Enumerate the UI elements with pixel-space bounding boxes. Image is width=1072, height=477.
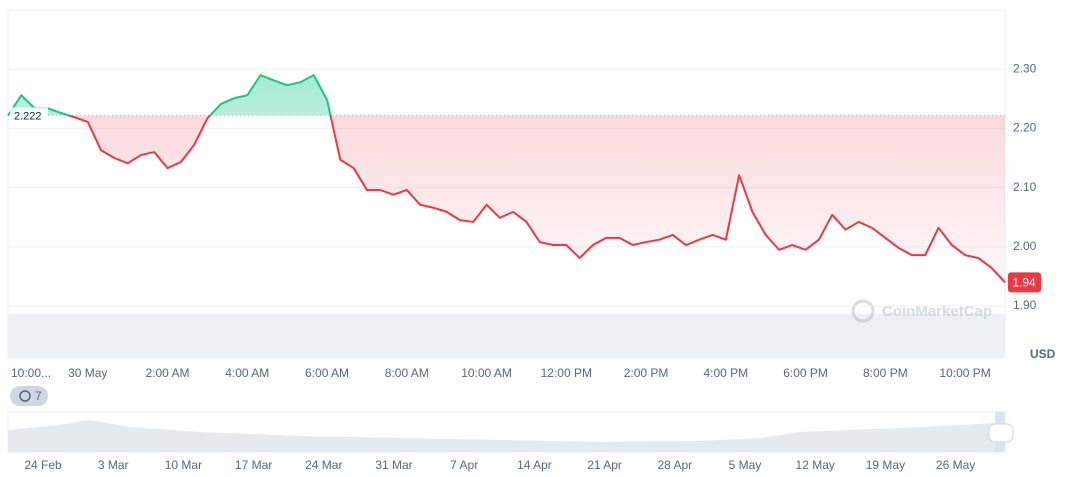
navigator-label: 21 Apr: [587, 458, 622, 472]
volume-bars: [8, 314, 1005, 358]
x-tick-label: 10:00 AM: [461, 366, 512, 380]
navigator-label: 7 Apr: [450, 458, 478, 472]
navigator-label: 17 Mar: [235, 458, 272, 472]
price-line: [7, 74, 1006, 284]
x-tick-label: 4:00 AM: [225, 366, 269, 380]
watermark-text: CoinMarketCap: [882, 303, 992, 320]
x-tick-label: 30 May: [68, 366, 107, 380]
badge-icon: [19, 390, 31, 402]
navigator-label: 26 May: [936, 458, 975, 472]
x-tick-label: 4:00 PM: [703, 366, 748, 380]
x-tick-label: 10:00...: [11, 366, 51, 380]
badge-bg[interactable]: [10, 386, 48, 406]
badge-text: 7: [35, 389, 42, 403]
y-tick-label: 1.90: [1013, 298, 1037, 312]
navigator-label: 14 Apr: [517, 458, 552, 472]
navigator-label: 5 May: [729, 458, 762, 472]
navigator-label: 28 Apr: [657, 458, 692, 472]
x-tick-label: 2:00 PM: [624, 366, 669, 380]
current-price-label: 1.94: [1012, 275, 1036, 289]
currency-label: USD: [1030, 347, 1056, 361]
y-tick-label: 2.30: [1013, 61, 1037, 75]
navigator-label: 24 Mar: [305, 458, 342, 472]
x-tick-label: 6:00 PM: [783, 366, 828, 380]
navigator-label: 10 Mar: [165, 458, 202, 472]
watermark: CoinMarketCap: [851, 299, 992, 323]
current-price-badge: [1008, 272, 1041, 293]
x-tick-label: 8:00 PM: [863, 366, 908, 380]
navigator-label: 24 Feb: [24, 458, 62, 472]
navigator-handle[interactable]: [988, 423, 1014, 443]
x-tick-label: 2:00 AM: [146, 366, 190, 380]
navigator-label: 31 Mar: [375, 458, 412, 472]
area: [8, 75, 1005, 283]
badge[interactable]: 7: [10, 386, 48, 406]
y-tick-label: 2.00: [1013, 239, 1037, 253]
x-tick-label: 12:00 PM: [541, 366, 592, 380]
x-tick-label: 8:00 AM: [385, 366, 429, 380]
navigator-label: 12 May: [796, 458, 835, 472]
navigator-area: [8, 420, 1005, 452]
navigator-label: 3 Mar: [98, 458, 129, 472]
x-tick-label: 6:00 AM: [305, 366, 349, 380]
x-tick-label: 10:00 PM: [939, 366, 990, 380]
baseline-label-bg: [10, 107, 48, 124]
y-tick-label: 2.20: [1013, 121, 1037, 135]
baseline-label: 2.222: [14, 110, 42, 122]
navigator-label: 19 May: [866, 458, 905, 472]
y-tick-label: 2.10: [1013, 180, 1037, 194]
